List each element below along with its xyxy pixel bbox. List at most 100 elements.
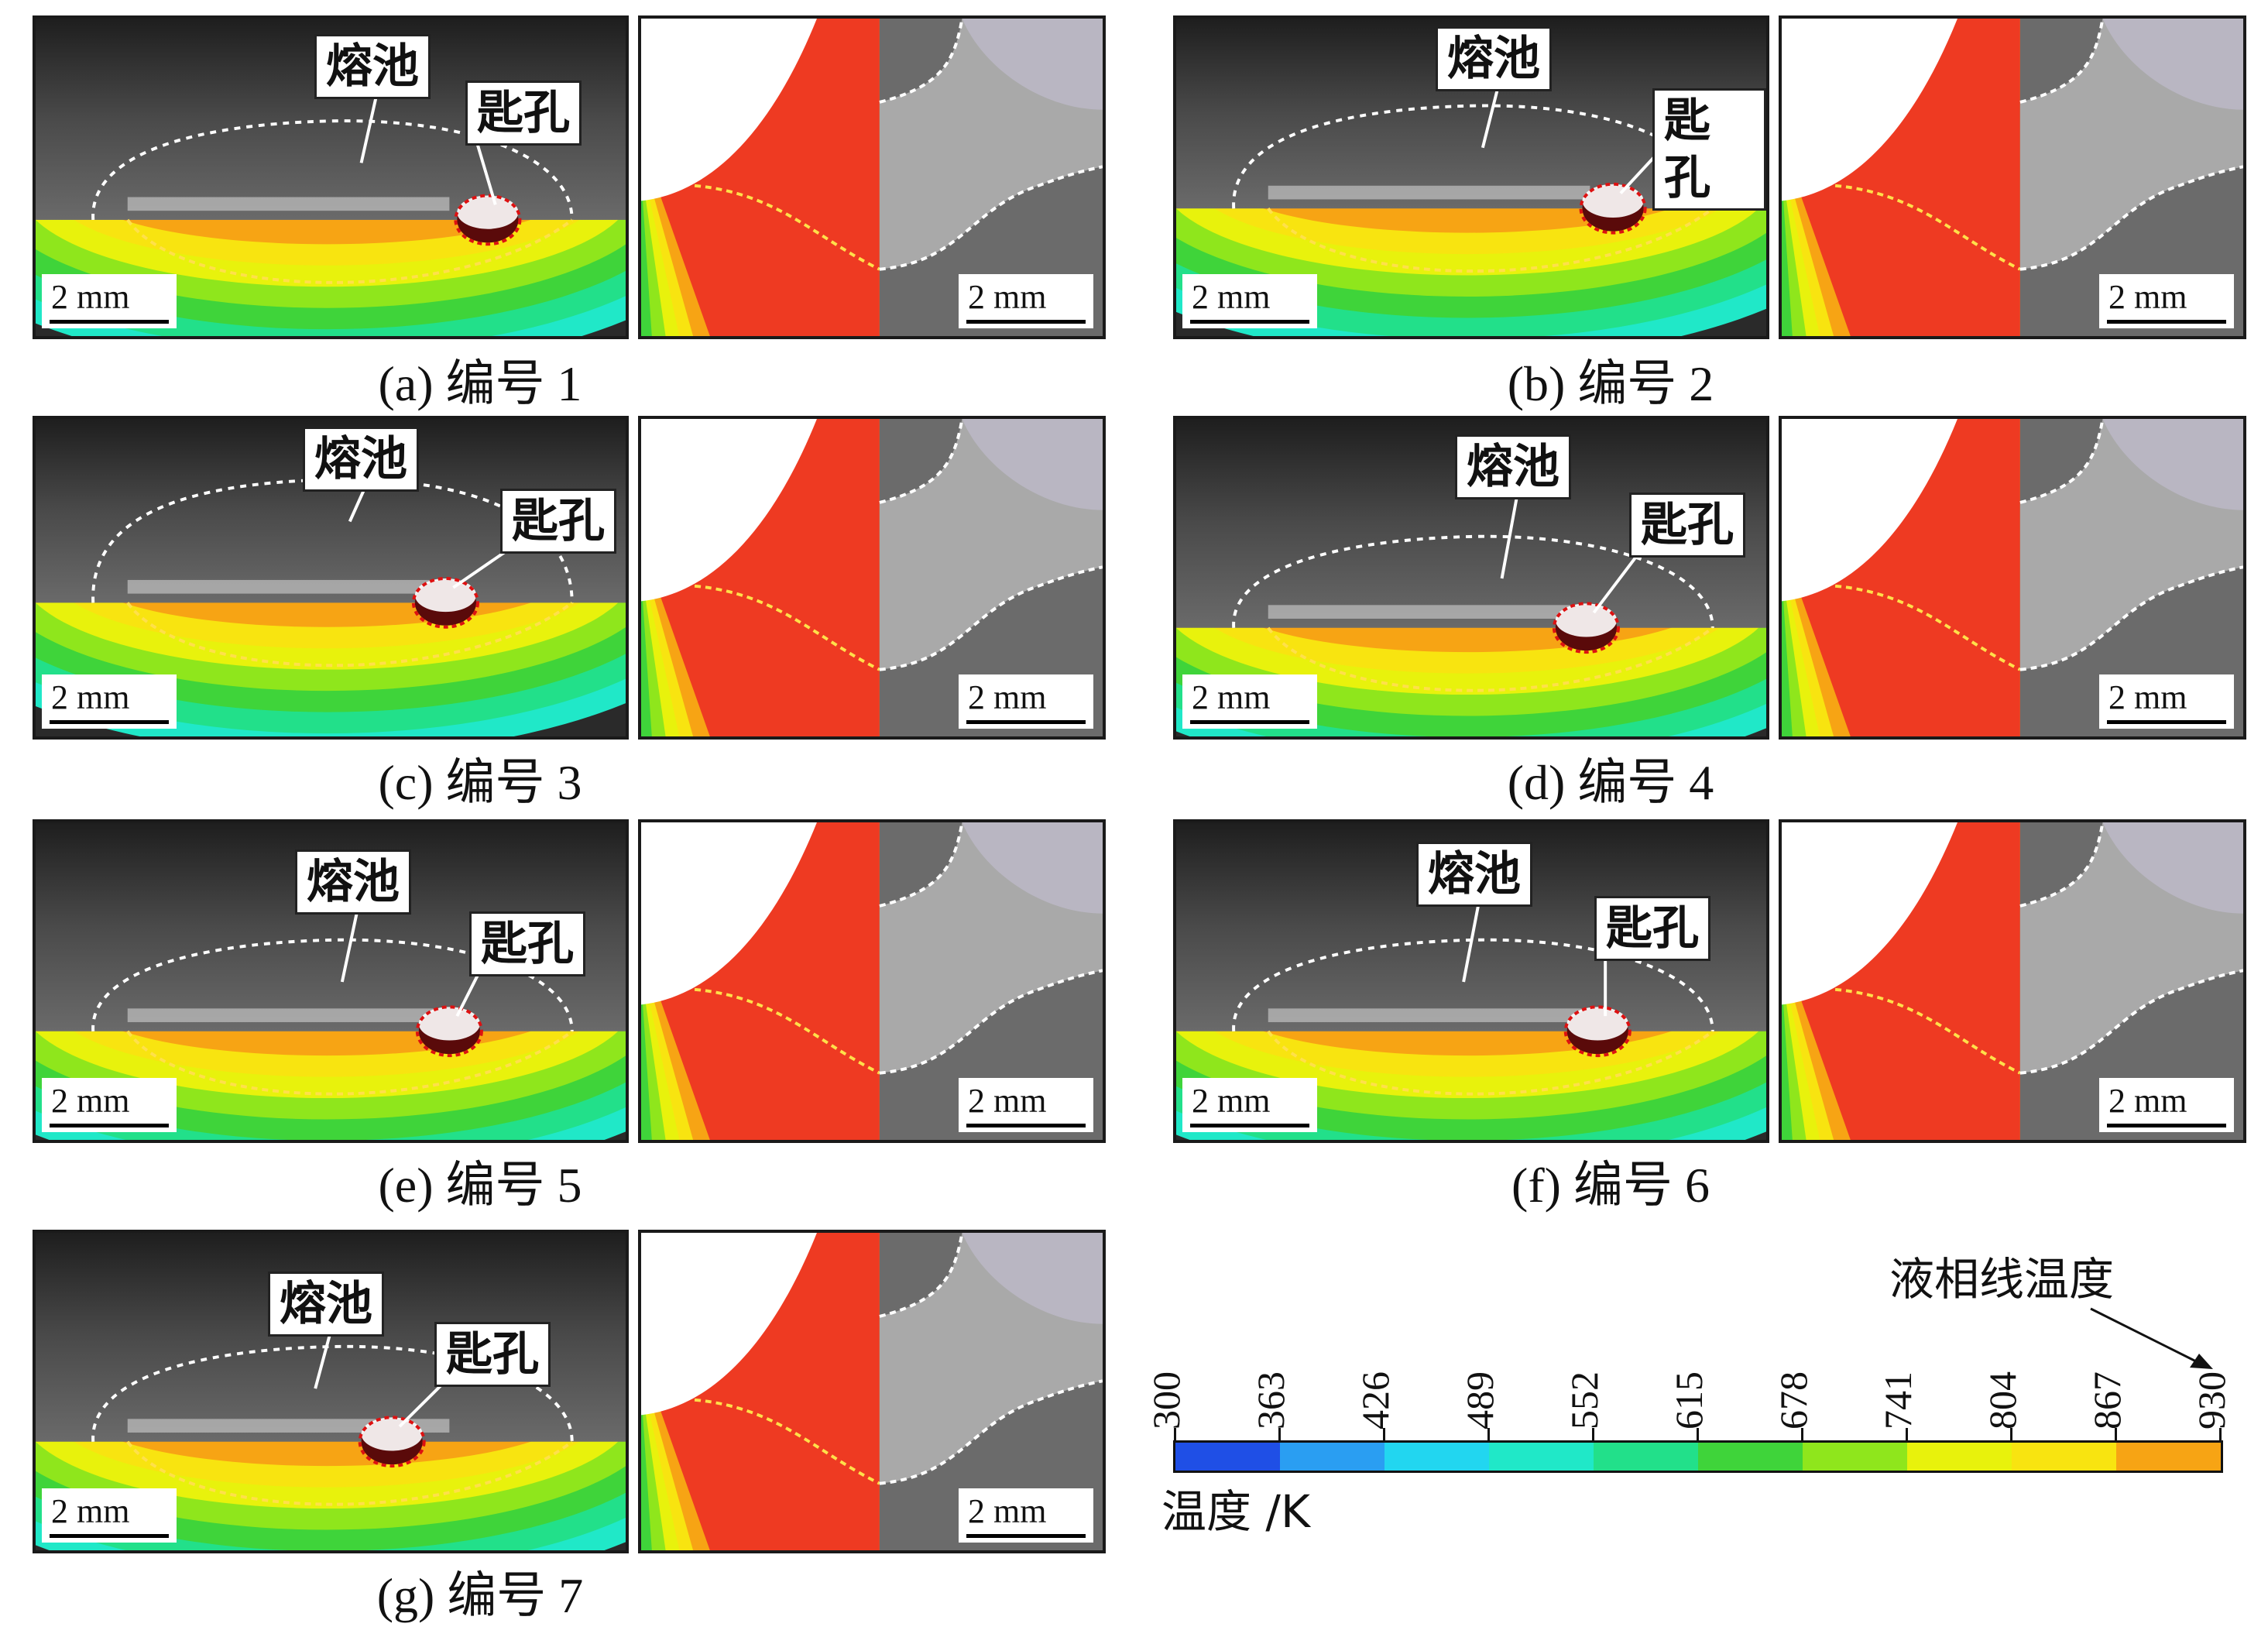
cross-white-area	[641, 1233, 817, 1416]
colorbar-tick-label: 804	[1981, 1371, 2024, 1429]
scale-bar: 2 mm	[1182, 1078, 1317, 1132]
colorbar-segment	[1489, 1443, 1594, 1471]
keyhole-arrow	[475, 139, 497, 205]
cross-white-area	[1782, 19, 1957, 201]
colorbar-title: 温度 /K	[1161, 1485, 1311, 1538]
colorbar-segment	[1384, 1443, 1489, 1471]
scale-bar-line	[2107, 320, 2226, 324]
keyhole-label: 匙孔	[1652, 88, 1766, 211]
scale-bar-line	[2107, 720, 2226, 724]
keyhole-label: 匙孔	[469, 911, 585, 976]
cross-section-image: 2 mm	[638, 819, 1106, 1143]
scale-bar-label: 2 mm	[1192, 678, 1271, 716]
colorbar-segment	[1175, 1443, 1280, 1471]
keyhole-arrow	[1592, 551, 1642, 614]
liquidus-line	[1267, 626, 1714, 692]
panel-caption: (a) 编号 1	[378, 356, 582, 411]
scale-bar-label: 2 mm	[51, 678, 130, 716]
scale-bar-label: 2 mm	[968, 1492, 1047, 1530]
colorbar-tick-mark	[1487, 1428, 1490, 1442]
cross-section-image: 2 mm	[1779, 416, 2246, 740]
colorbar-segment	[1698, 1443, 1803, 1471]
weld-pool-image: 熔池 匙孔 2 mm	[1173, 819, 1769, 1143]
colorbar	[1173, 1440, 2223, 1473]
colorbar-tick-mark	[1697, 1428, 1699, 1442]
scale-bar-label: 2 mm	[1192, 1082, 1271, 1120]
weld-pool-image: 熔池匙孔 2 mm	[33, 416, 629, 740]
colorbar-segment	[1907, 1443, 2012, 1471]
panel-caption: (e) 编号 5	[378, 1158, 582, 1213]
scale-bar-line	[1190, 320, 1309, 324]
scale-bar-line	[50, 720, 169, 724]
colorbar-tick-label: 426	[1354, 1371, 1397, 1429]
cross-white-area	[1782, 419, 1957, 602]
weld-pool-image: 熔池 匙孔 2 mm	[1173, 15, 1769, 339]
weld-pool-image: 熔池 匙孔 2 mm	[33, 1230, 629, 1553]
keyhole-label: 匙孔	[500, 489, 616, 554]
pool-label: 熔池	[314, 34, 431, 99]
upper-region	[962, 19, 1103, 110]
scale-bar-label: 2 mm	[968, 1082, 1047, 1120]
pool-arrow	[340, 909, 359, 983]
scale-bar: 2 mm	[2099, 674, 2234, 729]
cross-section-image: 2 mm	[638, 1230, 1106, 1553]
bright-streak	[127, 1008, 450, 1022]
cross-white-area	[1782, 822, 1957, 1005]
scale-bar-label: 2 mm	[51, 278, 130, 316]
colorbar-tick-mark	[2219, 1428, 2222, 1442]
keyhole-label: 匙孔	[1594, 896, 1710, 961]
keyhole-arrow	[398, 1379, 447, 1428]
colorbar-tick-label: 300	[1144, 1371, 1188, 1429]
cross-white-area	[641, 419, 817, 602]
colorbar-tick-mark	[1278, 1428, 1281, 1442]
panel-caption: (f) 编号 6	[1511, 1158, 1710, 1213]
scale-bar-label: 2 mm	[968, 278, 1047, 316]
scale-bar-label: 2 mm	[2108, 1082, 2187, 1120]
colorbar-tick-mark	[1174, 1428, 1176, 1442]
pool-label: 熔池	[303, 427, 419, 492]
scale-bar: 2 mm	[959, 1488, 1093, 1543]
scale-bar: 2 mm	[42, 274, 177, 328]
colorbar-tick-label: 489	[1458, 1371, 1501, 1429]
bright-streak	[1268, 605, 1590, 619]
pool-arrow	[1481, 86, 1500, 149]
colorbar-tick-mark	[1906, 1428, 1908, 1442]
liquidus-line	[1267, 1030, 1714, 1096]
cross-white-area	[641, 19, 817, 201]
scale-bar: 2 mm	[2099, 1078, 2234, 1132]
colorbar-tick-label: 867	[2085, 1371, 2129, 1429]
scale-bar: 2 mm	[42, 1488, 177, 1543]
cross-white-area	[641, 822, 817, 1005]
bright-streak	[127, 579, 450, 594]
keyhole-label: 匙孔	[434, 1322, 551, 1387]
upper-region	[962, 419, 1103, 510]
panel-caption: (b) 编号 2	[1507, 356, 1714, 411]
keyhole-arrow	[455, 970, 482, 1017]
colorbar-tick-mark	[2115, 1428, 2117, 1442]
weld-pool-image: 熔池 匙孔 2 mm	[33, 819, 629, 1143]
liquidus-line	[126, 1440, 573, 1506]
pool-arrow	[359, 94, 379, 163]
scale-bar-label: 2 mm	[968, 678, 1047, 716]
panel-caption: (g) 编号 7	[376, 1568, 584, 1623]
scale-bar-label: 2 mm	[51, 1082, 130, 1120]
colorbar-segment	[2116, 1443, 2221, 1471]
scale-bar-line	[50, 1534, 169, 1538]
upper-region	[962, 1233, 1103, 1324]
pool-label: 熔池	[1416, 842, 1532, 907]
scale-bar-line	[50, 1124, 169, 1127]
scale-bar: 2 mm	[959, 674, 1093, 729]
pool-arrow	[1500, 494, 1519, 579]
keyhole-arrow	[452, 547, 512, 589]
upper-region	[962, 822, 1103, 914]
scale-bar-label: 2 mm	[51, 1492, 130, 1530]
liquidus-annotation: 液相线温度	[1889, 1253, 2115, 1306]
liquidus-line	[126, 1030, 573, 1096]
keyhole-label: 匙孔	[465, 81, 582, 146]
colorbar-segment	[1280, 1443, 1384, 1471]
scale-bar: 2 mm	[959, 274, 1093, 328]
scale-bar-line	[50, 320, 169, 324]
pool-arrow	[348, 486, 367, 523]
scale-bar-label: 2 mm	[2108, 678, 2187, 716]
bright-streak	[127, 197, 450, 211]
